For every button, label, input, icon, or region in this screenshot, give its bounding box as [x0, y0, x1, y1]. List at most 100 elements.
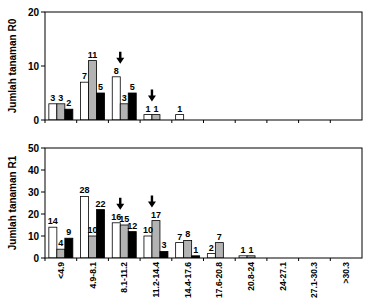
x-tick-label: 17.6-20.8: [214, 262, 224, 298]
bar: [176, 243, 184, 258]
data-label: 3: [58, 93, 63, 103]
y-tick-label: 50: [28, 143, 40, 154]
arrow: [116, 52, 124, 64]
bar: [89, 61, 97, 120]
plot-frame: [45, 12, 362, 120]
bar: [144, 236, 152, 258]
y-tick-label: 20: [28, 209, 40, 220]
bar: [97, 93, 105, 120]
data-label: 28: [80, 185, 90, 195]
y-tick: [41, 148, 45, 149]
x-tick: [45, 120, 46, 123]
x-tick: [266, 258, 267, 261]
bar: [112, 77, 120, 120]
bar: [49, 104, 57, 120]
data-label: 12: [127, 221, 137, 231]
y-tick-label: 20: [28, 7, 40, 18]
data-label: 9: [66, 227, 71, 237]
data-label: 11: [88, 50, 98, 60]
x-tick: [45, 258, 46, 261]
data-label: 2: [209, 243, 214, 253]
y-tick-label: 30: [28, 187, 40, 198]
x-tick: [76, 120, 77, 123]
y-axis-label: Jumlah tanaman R1: [7, 155, 18, 250]
bar: [128, 232, 136, 258]
bar: [112, 223, 120, 258]
x-tick: [298, 120, 299, 123]
y-tick: [41, 170, 45, 171]
data-label: 22: [96, 199, 106, 209]
y-tick: [41, 12, 45, 13]
data-label: 1: [153, 104, 158, 114]
data-label: 3: [122, 93, 127, 103]
arrow: [148, 196, 156, 208]
y-tick-label: 0: [33, 253, 39, 264]
x-tick: [108, 120, 109, 123]
x-tick-label: 4.9-8.1: [88, 262, 98, 289]
y-tick: [41, 214, 45, 215]
x-tick-label: 20.8-24: [246, 262, 256, 291]
x-tick: [266, 120, 267, 123]
y-tick: [41, 120, 45, 121]
bar: [49, 227, 57, 258]
bar: [57, 104, 65, 120]
data-label: 7: [177, 232, 182, 242]
data-label: 1: [193, 245, 198, 255]
bar: [81, 82, 89, 120]
bar: [160, 251, 168, 258]
bar: [215, 243, 223, 258]
bar: [144, 115, 152, 120]
x-tick-label: 8.1-11.2: [119, 262, 129, 293]
bar: [97, 210, 105, 258]
plot-frame: [45, 148, 362, 258]
x-tick-label: 14.4-17.6: [183, 262, 193, 298]
data-label: 4: [58, 238, 63, 248]
bar: [176, 115, 184, 120]
x-tick: [140, 258, 141, 261]
bar: [207, 254, 215, 258]
x-tick-label: 27.1-30.3: [309, 262, 319, 298]
x-tick-label: >30.3: [341, 262, 351, 284]
data-label: 3: [161, 240, 166, 250]
x-tick: [235, 120, 236, 123]
x-tick: [298, 258, 299, 261]
bar: [57, 249, 65, 258]
y-tick: [41, 192, 45, 193]
data-label: 1: [177, 104, 182, 114]
y-tick: [41, 258, 45, 259]
x-tick: [203, 258, 204, 261]
data-label: 1: [145, 104, 150, 114]
x-tick: [171, 258, 172, 261]
arrow: [148, 90, 156, 102]
data-label: 17: [151, 210, 161, 220]
y-tick-label: 10: [28, 231, 40, 242]
data-label: 10: [88, 225, 98, 235]
data-label: 1: [241, 245, 246, 255]
x-tick-label: 11.2-14.4: [151, 262, 161, 298]
data-label: 2: [66, 98, 71, 108]
arrow: [116, 198, 124, 210]
x-tick: [235, 258, 236, 261]
bars: [49, 196, 255, 258]
data-label: 8: [114, 66, 119, 76]
data-label: 1: [249, 245, 254, 255]
bar: [184, 240, 192, 258]
bar: [152, 115, 160, 120]
data-label: 7: [82, 71, 87, 81]
x-tick: [203, 120, 204, 123]
bar: [89, 236, 97, 258]
data-label: 3: [50, 93, 55, 103]
y-tick-label: 0: [33, 115, 39, 126]
bar: [120, 104, 128, 120]
x-tick: [330, 120, 331, 123]
data-label: 10: [143, 225, 153, 235]
bar: [65, 109, 73, 120]
data-label: 14: [48, 216, 58, 226]
x-tick-label: 24-27.1: [278, 262, 288, 291]
data-label: 5: [130, 82, 135, 92]
bars: [49, 61, 184, 120]
y-tick: [41, 66, 45, 67]
y-tick-label: 40: [28, 165, 40, 176]
y-tick: [41, 236, 45, 237]
data-label: 5: [98, 82, 103, 92]
